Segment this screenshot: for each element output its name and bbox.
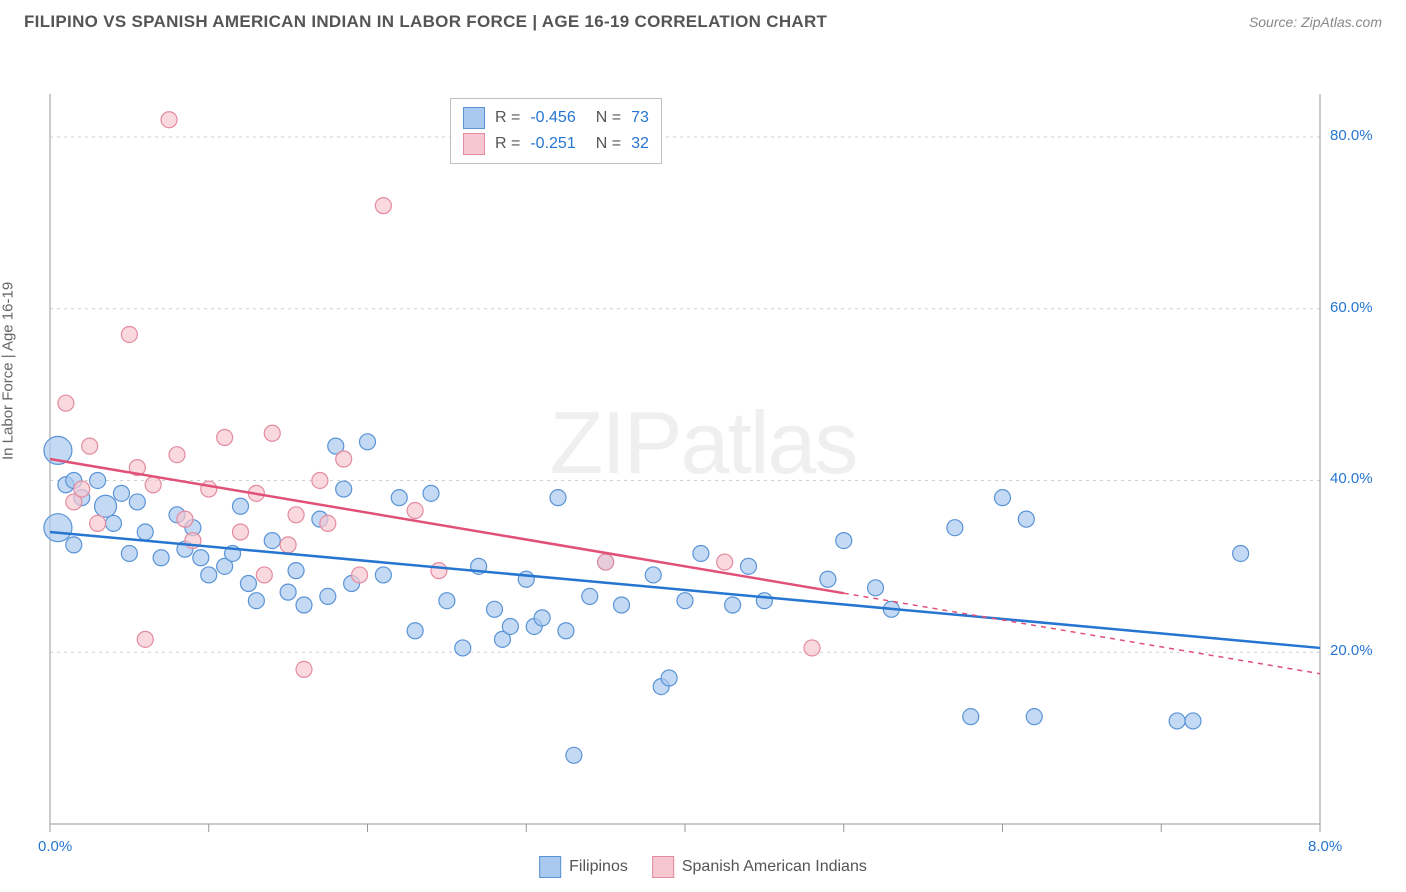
y-tick-label: 20.0% — [1330, 642, 1373, 659]
legend-swatch — [652, 856, 674, 878]
chart-title: FILIPINO VS SPANISH AMERICAN INDIAN IN L… — [24, 12, 827, 32]
source-attribution: Source: ZipAtlas.com — [1249, 14, 1382, 30]
x-tick-label: 8.0% — [1308, 838, 1342, 855]
stats-row: R =-0.456N =73 — [463, 105, 649, 131]
stats-row: R =-0.251N =32 — [463, 131, 649, 157]
y-tick-label: 60.0% — [1330, 299, 1373, 316]
legend-swatch — [539, 856, 561, 878]
x-tick-label: 0.0% — [38, 838, 72, 855]
legend-item: Filipinos — [539, 856, 628, 878]
source-name: ZipAtlas.com — [1301, 14, 1382, 30]
source-prefix: Source: — [1249, 14, 1301, 30]
chart-container: In Labor Force | Age 16-19 ZIPatlas R =-… — [0, 40, 1406, 880]
y-tick-label: 40.0% — [1330, 470, 1373, 487]
series-swatch — [463, 107, 485, 129]
series-swatch — [463, 133, 485, 155]
scatter-chart-svg — [0, 40, 1406, 880]
bottom-legend: Filipinos Spanish American Indians — [539, 856, 867, 878]
y-tick-label: 80.0% — [1330, 127, 1373, 144]
legend-label: Filipinos — [569, 858, 628, 876]
title-bar: FILIPINO VS SPANISH AMERICAN INDIAN IN L… — [0, 0, 1406, 40]
legend-label: Spanish American Indians — [682, 858, 867, 876]
legend-item: Spanish American Indians — [652, 856, 867, 878]
y-axis-label: In Labor Force | Age 16-19 — [0, 282, 17, 460]
correlation-stats-box: R =-0.456N =73R =-0.251N =32 — [450, 98, 662, 164]
